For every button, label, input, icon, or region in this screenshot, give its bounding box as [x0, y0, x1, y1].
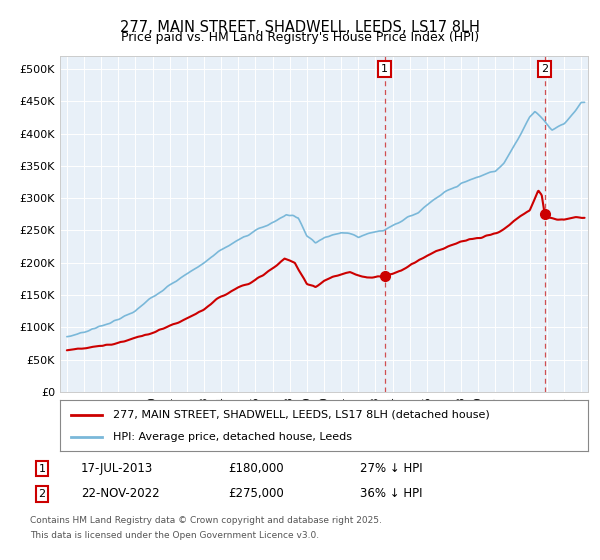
Text: 277, MAIN STREET, SHADWELL, LEEDS, LS17 8LH (detached house): 277, MAIN STREET, SHADWELL, LEEDS, LS17 … [113, 409, 490, 419]
Text: 2: 2 [541, 64, 548, 74]
Text: 1: 1 [381, 64, 388, 74]
Text: This data is licensed under the Open Government Licence v3.0.: This data is licensed under the Open Gov… [30, 531, 319, 540]
Text: £180,000: £180,000 [228, 462, 284, 475]
Text: 2: 2 [38, 489, 46, 499]
Text: 22-NOV-2022: 22-NOV-2022 [81, 487, 160, 501]
Text: HPI: Average price, detached house, Leeds: HPI: Average price, detached house, Leed… [113, 432, 352, 442]
Text: 27% ↓ HPI: 27% ↓ HPI [360, 462, 422, 475]
Text: 17-JUL-2013: 17-JUL-2013 [81, 462, 153, 475]
Text: 277, MAIN STREET, SHADWELL, LEEDS, LS17 8LH: 277, MAIN STREET, SHADWELL, LEEDS, LS17 … [120, 20, 480, 35]
Text: £275,000: £275,000 [228, 487, 284, 501]
Text: 36% ↓ HPI: 36% ↓ HPI [360, 487, 422, 501]
Text: Price paid vs. HM Land Registry's House Price Index (HPI): Price paid vs. HM Land Registry's House … [121, 31, 479, 44]
Text: Contains HM Land Registry data © Crown copyright and database right 2025.: Contains HM Land Registry data © Crown c… [30, 516, 382, 525]
Text: 1: 1 [38, 464, 46, 474]
